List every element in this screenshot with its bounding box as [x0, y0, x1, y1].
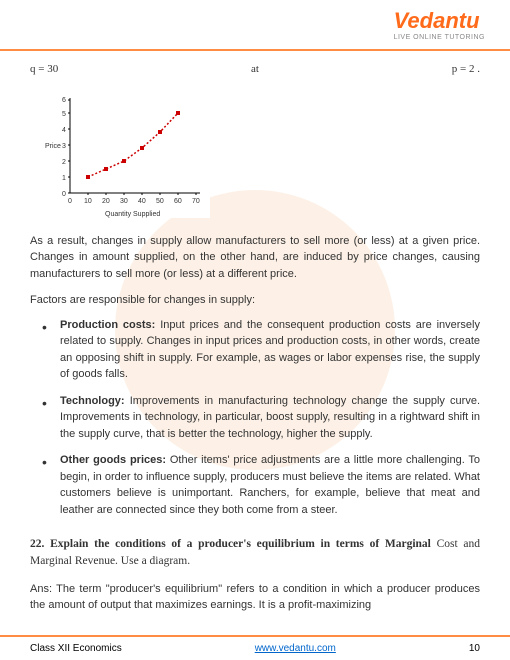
svg-text:Quantity Supplied: Quantity Supplied — [105, 211, 160, 218]
chart-svg: 0 1 2 3 4 5 6 0 10 20 30 40 50 60 70 Price — [40, 88, 210, 218]
eq-left: q = 30 — [30, 61, 58, 78]
supply-chart: 0 1 2 3 4 5 6 0 10 20 30 40 50 60 70 Price — [40, 88, 210, 218]
factors-intro: Factors are responsible for changes in s… — [30, 292, 480, 309]
svg-text:70: 70 — [192, 198, 200, 205]
svg-text:60: 60 — [174, 198, 182, 205]
svg-text:0: 0 — [62, 191, 66, 198]
page-content: q = 30 at p = 2 . 0 1 2 3 4 5 6 0 10 20 30 40 50 … — [0, 51, 510, 634]
logo-block: Vedantu LIVE ONLINE TUTORING — [394, 8, 485, 41]
bullet-head: Production costs: — [60, 319, 155, 331]
svg-text:1: 1 — [62, 175, 66, 182]
svg-text:3: 3 — [62, 143, 66, 150]
bullet-head: Technology: — [60, 395, 125, 407]
svg-text:2: 2 — [62, 159, 66, 166]
equation-row: q = 30 at p = 2 . — [30, 61, 480, 78]
list-item: Other goods prices: Other items' price a… — [50, 452, 480, 518]
footer-class: Class XII Economics — [30, 643, 122, 654]
answer-22: Ans: The term "producer's equilibrium" r… — [30, 581, 480, 614]
bullet-head: Other goods prices: — [60, 454, 166, 466]
eq-right: p = 2 . — [452, 61, 480, 78]
question-22: 22. Explain the conditions of a producer… — [30, 536, 480, 571]
svg-text:4: 4 — [62, 127, 66, 134]
svg-text:50: 50 — [156, 198, 164, 205]
footer-link[interactable]: www.vedantu.com — [255, 643, 336, 654]
svg-text:10: 10 — [84, 198, 92, 205]
para-supply: As a result, changes in supply allow man… — [30, 233, 480, 283]
svg-text:Price: Price — [45, 143, 61, 150]
tagline-text: LIVE ONLINE TUTORING — [394, 34, 485, 41]
svg-text:6: 6 — [62, 97, 66, 104]
list-item: Production costs: Input prices and the c… — [50, 317, 480, 383]
eq-mid: at — [251, 61, 259, 78]
page-header: Vedantu LIVE ONLINE TUTORING — [0, 0, 510, 51]
page-footer: Class XII Economics www.vedantu.com 10 — [0, 635, 510, 660]
list-item: Technology: Improvements in manufacturin… — [50, 393, 480, 443]
footer-pagenum: 10 — [469, 643, 480, 654]
logo-text: Vedantu — [394, 8, 485, 34]
svg-text:0: 0 — [68, 198, 72, 205]
svg-text:5: 5 — [62, 111, 66, 118]
svg-text:30: 30 — [120, 198, 128, 205]
q22-bold: 22. Explain the conditions of a producer… — [30, 538, 437, 550]
svg-text:40: 40 — [138, 198, 146, 205]
svg-text:20: 20 — [102, 198, 110, 205]
factors-list: Production costs: Input prices and the c… — [30, 317, 480, 519]
